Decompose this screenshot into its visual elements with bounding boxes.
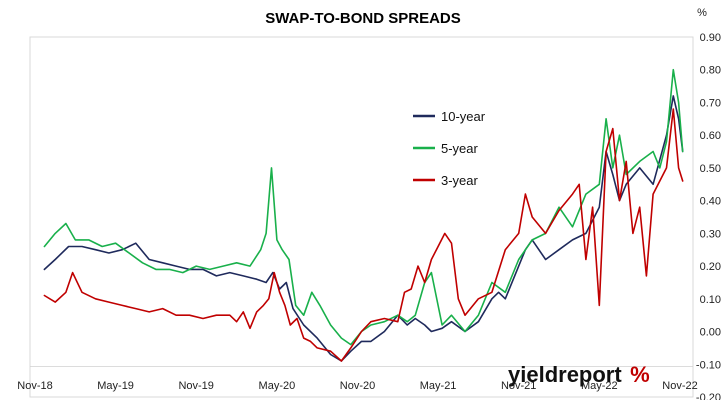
y-tick-label: 0.00 — [700, 327, 721, 339]
y-tick-label: -0.20 — [696, 392, 721, 400]
yieldreport-logo: yieldreport % — [508, 362, 650, 387]
series-layer — [43, 68, 684, 362]
series-line-3-year — [43, 108, 684, 362]
y-tick-label: 0.20 — [700, 261, 721, 273]
legend-label: 3-year — [441, 173, 479, 188]
x-tick-label: Nov-19 — [178, 380, 213, 392]
x-axis: Nov-18 May-19 Nov-19 May-20 Nov-20 May-21 Nov-… — [17, 380, 697, 392]
series-line-5-year — [43, 68, 684, 346]
legend-label: 5-year — [441, 141, 479, 156]
x-tick-label: May-20 — [259, 380, 296, 392]
legend-label: 10-year — [441, 109, 486, 124]
y-axis: 0.90 0.80 0.70 0.60 0.50 0.40 0.30 0.20 0.10 0.00… — [696, 32, 721, 400]
x-tick-label: May-21 — [420, 380, 457, 392]
x-tick-label: Nov-20 — [340, 380, 375, 392]
x-tick-label: May-19 — [97, 380, 134, 392]
y-tick-label: 0.30 — [700, 228, 721, 240]
brand-percent: % — [630, 362, 650, 387]
chart-title: SWAP-TO-BOND SPREADS — [265, 10, 461, 27]
y-tick-label: 0.90 — [700, 32, 721, 44]
series-line-10-year — [43, 95, 684, 362]
y-tick-label: 0.50 — [700, 163, 721, 175]
brand-name: yieldreport % — [508, 362, 650, 387]
y-tick-label: 0.10 — [700, 294, 721, 306]
x-tick-label: Nov-22 — [662, 380, 697, 392]
y-tick-label: 0.70 — [700, 98, 721, 110]
x-tick-label: May-22 — [581, 380, 618, 392]
y-tick-label: 0.60 — [700, 130, 721, 142]
brand-text: yieldreport — [508, 362, 622, 387]
y-tick-label: 0.40 — [700, 196, 721, 208]
y-tick-label: -0.10 — [696, 359, 721, 371]
x-tick-label: Nov-21 — [501, 380, 536, 392]
y-axis-unit-label: % — [697, 7, 707, 19]
legend: 10-year 5-year 3-year — [413, 109, 486, 188]
plot-area — [29, 36, 694, 398]
y-tick-label: 0.80 — [700, 65, 721, 77]
x-tick-label: Nov-18 — [17, 380, 52, 392]
